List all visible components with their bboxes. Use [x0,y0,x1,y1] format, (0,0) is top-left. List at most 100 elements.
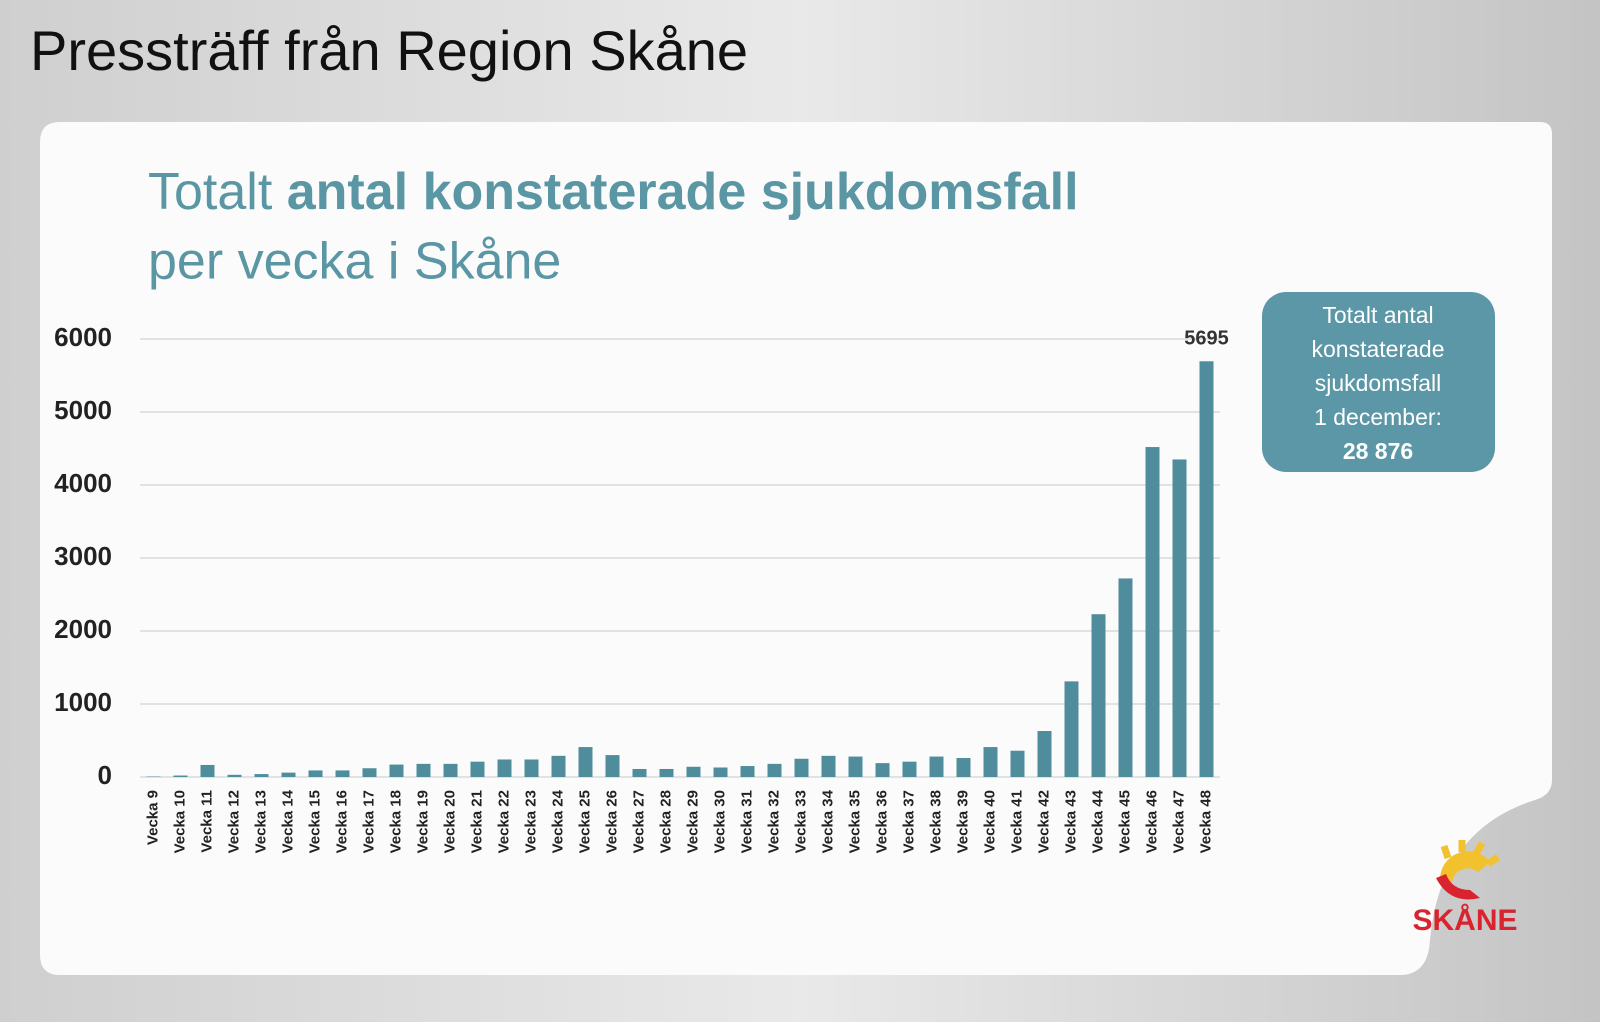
bar [957,758,971,777]
x-tick-label: Vecka 26 [603,790,620,853]
bar [174,776,188,777]
bar [849,757,863,777]
bar [768,764,782,777]
bar [1119,578,1133,777]
bar [930,757,944,777]
bar [579,747,593,777]
bar [1200,361,1214,777]
x-tick-label: Vecka 28 [657,790,674,853]
bar [876,763,890,777]
bar [228,775,242,777]
x-tick-label: Vecka 18 [387,790,404,853]
bar [309,770,323,777]
bar [606,755,620,777]
x-tick-label: Vecka 34 [819,789,836,853]
bar [201,765,215,777]
x-tick-label: Vecka 33 [792,790,809,853]
x-tick-label: Vecka 46 [1143,790,1160,853]
bar [498,759,512,777]
y-tick-label: 6000 [54,322,112,352]
x-tick-label: Vecka 29 [684,790,701,853]
bar [444,764,458,777]
bar [741,766,755,777]
bar [552,756,566,777]
x-tick-label: Vecka 47 [1170,790,1187,853]
x-tick-label: Vecka 35 [846,790,863,853]
y-tick-label: 3000 [54,541,112,571]
bar [417,764,431,777]
x-tick-label: Vecka 42 [1035,790,1052,853]
title-lead: Totalt [148,163,273,221]
bar [282,773,296,777]
x-tick-label: Vecka 16 [333,790,350,853]
bar [822,756,836,777]
bar [795,759,809,777]
x-tick-label: Vecka 41 [1008,790,1025,853]
x-tick-label: Vecka 48 [1197,790,1214,853]
bar [903,762,917,777]
bar [336,770,350,777]
x-tick-label: Vecka 43 [1062,790,1079,853]
info-line: 1 december: [1314,404,1442,430]
x-tick-label: Vecka 13 [252,790,269,853]
bar [1092,614,1106,777]
info-total: 28 876 [1343,438,1413,464]
title-bold: antal konstaterade sjukdomsfall [287,163,1079,221]
info-line: Totalt antal [1322,302,1433,328]
x-tick-label: Vecka 37 [900,790,917,853]
x-tick-label: Vecka 9 [144,790,161,845]
bar [363,768,377,777]
x-tick-label: Vecka 25 [576,790,593,853]
value-label: 5695 [1184,328,1229,350]
bar [525,759,539,777]
bar [471,762,485,777]
info-line: konstaterade [1312,336,1445,362]
x-tick-label: Vecka 44 [1089,789,1106,853]
x-tick-label: Vecka 20 [441,790,458,853]
x-tick-label: Vecka 31 [738,790,755,853]
x-tick-label: Vecka 10 [171,790,188,853]
bar [255,774,269,777]
x-tick-label: Vecka 24 [549,789,566,853]
x-tick-label: Vecka 36 [873,790,890,853]
x-tick-label: Vecka 39 [954,790,971,853]
y-tick-label: 2000 [54,614,112,644]
bar [1146,447,1160,777]
bar [1173,459,1187,777]
x-tick-label: Vecka 22 [495,790,512,853]
x-tick-label: Vecka 30 [711,790,728,853]
bar [1038,731,1052,777]
info-line: sjukdomsfall [1315,370,1442,396]
x-tick-label: Vecka 12 [225,790,242,853]
x-tick-label: Vecka 45 [1116,790,1133,853]
x-tick-label: Vecka 23 [522,790,539,853]
x-tick-label: Vecka 17 [360,790,377,853]
x-tick-label: Vecka 21 [468,790,485,853]
y-tick-label: 1000 [54,687,112,717]
x-tick-label: Vecka 38 [927,790,944,853]
bar [633,769,647,777]
x-tick-label: Vecka 15 [306,790,323,853]
bar [1065,681,1079,777]
bar [687,767,701,777]
bar [660,769,674,777]
x-tick-label: Vecka 27 [630,790,647,853]
x-tick-label: Vecka 11 [198,790,215,853]
bar [984,747,998,777]
chart-title: Totalt antal konstaterade sjukdomsfall [148,163,1079,221]
bar [390,765,404,777]
logo-text: SKÅNE [1412,904,1517,937]
y-tick-label: 0 [98,760,112,790]
bar [714,768,728,777]
chart-subtitle: per vecka i Skåne [148,233,561,291]
bar [1011,751,1025,777]
header: Pressträff från Region Skåne [30,19,748,82]
y-tick-label: 5000 [54,395,112,425]
x-tick-label: Vecka 32 [765,790,782,853]
x-tick-label: Vecka 40 [981,790,998,853]
x-tick-label: Vecka 14 [279,789,296,853]
y-tick-label: 4000 [54,468,112,498]
x-tick-label: Vecka 19 [414,790,431,853]
